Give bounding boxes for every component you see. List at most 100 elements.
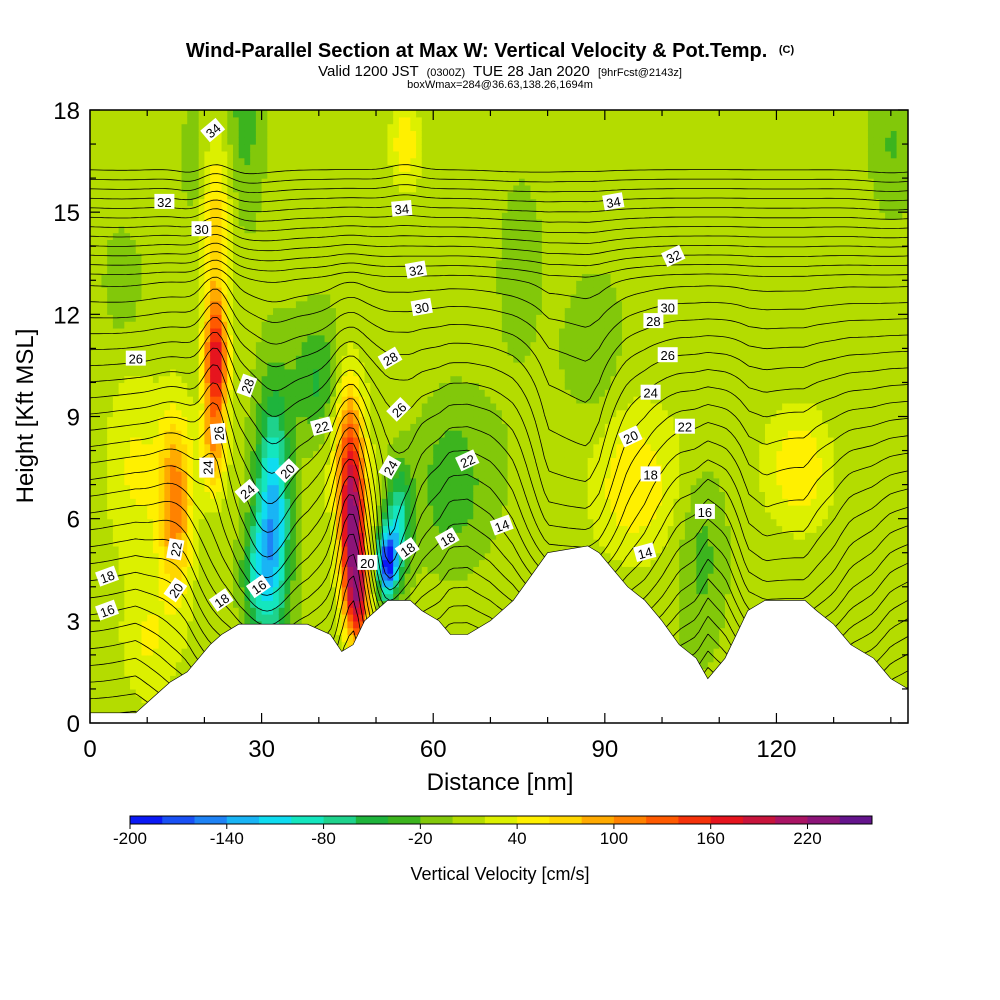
vv-cell (278, 341, 286, 349)
vv-cell (152, 382, 160, 390)
vv-cell (335, 341, 343, 349)
vv-cell (376, 259, 383, 268)
vv-cell (307, 327, 314, 336)
vv-cell (353, 443, 360, 452)
vv-cell (301, 184, 308, 193)
vv-cell (130, 430, 137, 438)
vv-cell (284, 423, 291, 431)
vv-cell (347, 110, 354, 118)
vv-cell (335, 253, 343, 261)
vv-cell (347, 505, 354, 513)
vv-cell (398, 225, 406, 234)
vv-cell (404, 505, 411, 513)
vv-cell (347, 607, 354, 615)
vv-cell (330, 518, 337, 527)
vv-cell (210, 178, 217, 186)
vv-cell (381, 450, 389, 458)
vv-cell (170, 239, 177, 247)
vv-cell (313, 600, 320, 608)
vv-cell (164, 280, 171, 288)
vv-cell (158, 682, 165, 690)
vv-cell (118, 409, 125, 418)
vv-cell (267, 593, 274, 601)
vv-cell (278, 505, 286, 513)
vv-cell (118, 396, 125, 404)
vv-cell (101, 130, 108, 138)
vv-cell (370, 123, 377, 132)
vv-cell (313, 239, 320, 247)
vv-cell (124, 307, 131, 315)
vv-cell (227, 586, 234, 595)
vv-cell (273, 539, 280, 547)
vv-cell (353, 573, 360, 581)
vv-cell (301, 477, 308, 486)
vv-cell (147, 464, 154, 472)
vv-cell (341, 409, 349, 418)
vv-cell (95, 259, 103, 268)
vv-cell (238, 232, 246, 241)
vv-cell (112, 668, 120, 676)
vv-cell (273, 368, 280, 377)
vv-cell (358, 212, 366, 220)
vv-cell (210, 246, 217, 254)
vv-cell (398, 184, 406, 193)
vv-cell (250, 511, 257, 520)
vv-cell (170, 436, 177, 445)
vv-cell (192, 362, 200, 370)
vv-cell (141, 110, 148, 118)
vv-cell (267, 355, 274, 363)
vv-cell (381, 225, 389, 234)
vv-cell (278, 436, 286, 445)
vv-cell (393, 430, 400, 438)
vv-cell (295, 436, 303, 445)
vv-cell (313, 532, 320, 540)
vv-cell (398, 457, 406, 465)
vv-cell (158, 314, 165, 322)
vv-cell (313, 253, 320, 261)
vv-cell (250, 293, 257, 302)
vv-cell (250, 566, 257, 574)
vv-cell (353, 157, 360, 166)
vv-cell (124, 654, 131, 663)
vv-cell (353, 321, 360, 329)
vv-cell (130, 300, 137, 309)
vv-cell (301, 266, 308, 275)
vv-cell (295, 593, 303, 601)
vv-cell (244, 157, 251, 166)
vv-cell (330, 150, 337, 159)
vv-cell (244, 464, 251, 472)
vv-cell (307, 232, 314, 241)
vv-cell (198, 396, 206, 404)
vv-cell (307, 545, 314, 554)
vv-cell (210, 287, 217, 295)
vv-cell (290, 150, 297, 159)
vv-cell (152, 375, 160, 384)
vv-cell (204, 614, 211, 622)
vv-cell (295, 144, 303, 152)
vv-cell (107, 389, 114, 397)
vv-cell (381, 396, 389, 404)
vv-cell (250, 157, 257, 166)
vv-cell (215, 348, 223, 356)
vv-cell (318, 552, 326, 561)
vv-cell (204, 327, 211, 336)
vv-cell (124, 253, 131, 261)
vv-cell (398, 443, 406, 452)
vv-cell (387, 130, 394, 138)
vv-cell (95, 402, 103, 411)
vv-cell (335, 641, 343, 649)
vv-cell (318, 280, 326, 288)
vv-cell (255, 375, 263, 384)
vv-cell (301, 259, 308, 268)
vv-cell (290, 416, 297, 424)
vv-cell (215, 321, 223, 329)
vv-cell (301, 545, 308, 554)
vv-cell (135, 253, 143, 261)
vv-cell (244, 450, 251, 458)
vv-cell (398, 505, 406, 513)
vv-cell (278, 321, 286, 329)
vv-cell (347, 205, 354, 213)
vv-cell (130, 579, 137, 588)
vv-cell (244, 505, 251, 513)
vv-cell (290, 307, 297, 315)
